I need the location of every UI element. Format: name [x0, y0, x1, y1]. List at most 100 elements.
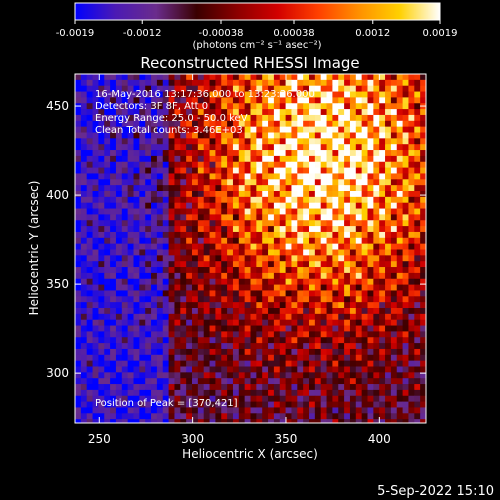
- heatmap-cell: [203, 278, 210, 285]
- heatmap-cell: [203, 378, 210, 385]
- heatmap-cell: [373, 378, 380, 385]
- heatmap-cell: [98, 249, 105, 256]
- heatmap-cell: [250, 220, 257, 227]
- heatmap-cell: [420, 196, 426, 204]
- heatmap-cell: [244, 191, 251, 198]
- heatmap-cell: [86, 179, 93, 186]
- heatmap-cell: [344, 91, 351, 98]
- heatmap-cell: [402, 395, 409, 402]
- heatmap-cell: [349, 120, 357, 128]
- heatmap-cell: [273, 202, 281, 209]
- heatmap-cell: [408, 79, 415, 87]
- heatmap-cell: [162, 173, 169, 180]
- heatmap-cell: [279, 360, 286, 367]
- heatmap-cell: [338, 302, 345, 309]
- heatmap-cell: [232, 74, 240, 81]
- heatmap-cell: [262, 337, 269, 344]
- heatmap-cell: [320, 413, 327, 420]
- heatmap-cell: [127, 290, 134, 297]
- heatmap-cell: [151, 79, 158, 87]
- heatmap-cell: [309, 384, 316, 391]
- heatmap-cell: [291, 126, 298, 133]
- heatmap-cell: [186, 109, 193, 116]
- heatmap-cell: [133, 185, 140, 192]
- heatmap-cell: [104, 337, 111, 344]
- heatmap-cell: [180, 114, 187, 122]
- heatmap-cell: [192, 401, 199, 408]
- heatmap-cell: [344, 384, 351, 391]
- x-axis-ticks: 250 300 350 400: [88, 74, 391, 446]
- heatmap-cell: [162, 366, 169, 373]
- heatmap-cell: [291, 114, 298, 122]
- heatmap-cell: [227, 372, 234, 379]
- heatmap-cell: [139, 331, 146, 338]
- heatmap-cell: [355, 413, 363, 420]
- heatmap-cell: [127, 296, 134, 303]
- heatmap-cell: [139, 343, 146, 350]
- heatmap-cell: [332, 144, 339, 151]
- heatmap-cell: [86, 109, 93, 116]
- heatmap-cell: [104, 360, 111, 367]
- heatmap-cell: [355, 138, 363, 145]
- heatmap-cell: [426, 109, 432, 115]
- heatmap-cell: [98, 155, 105, 163]
- heatmap-cell: [262, 167, 269, 174]
- heatmap-cell: [256, 214, 263, 221]
- heatmap-cell: [115, 302, 123, 309]
- heatmap-cell: [110, 360, 117, 367]
- heatmap-cell: [349, 331, 357, 338]
- heatmap-cell: [192, 378, 199, 385]
- heatmap-cell: [250, 319, 257, 326]
- heatmap-cell: [145, 401, 152, 408]
- heatmap-cell: [361, 325, 368, 332]
- heatmap-cell: [209, 413, 216, 420]
- heatmap-cell: [104, 348, 111, 356]
- heatmap-cell: [127, 372, 134, 379]
- heatmap-cell: [285, 208, 292, 215]
- heatmap-cell: [203, 372, 210, 379]
- heatmap-cell: [297, 401, 304, 408]
- heatmap-cell: [75, 284, 82, 291]
- heatmap-cell: [80, 97, 88, 104]
- heatmap-cell: [133, 419, 140, 423]
- heatmap-cell: [414, 150, 421, 157]
- heatmap-cell: [355, 249, 363, 256]
- heatmap-cell: [279, 114, 286, 122]
- heatmap-cell: [285, 85, 292, 92]
- heatmap-cell: [75, 231, 82, 239]
- heatmap-cell: [209, 161, 216, 168]
- heatmap-cell: [227, 173, 234, 180]
- heatmap-cell: [121, 214, 129, 221]
- heatmap-cell: [139, 267, 146, 274]
- heatmap-cell: [227, 395, 234, 402]
- heatmap-cell: [162, 360, 169, 367]
- heatmap-cell: [385, 313, 392, 321]
- heatmap-cell: [273, 173, 281, 180]
- heatmap-cell: [373, 413, 380, 420]
- heatmap-cell: [349, 255, 357, 262]
- heatmap-cell: [273, 407, 281, 414]
- heatmap-cell: [285, 226, 292, 233]
- heatmap-cell: [238, 103, 246, 110]
- heatmap-cell: [80, 272, 88, 280]
- heatmap-cell: [326, 138, 333, 145]
- heatmap-cell: [285, 337, 292, 344]
- heatmap-cell: [256, 231, 263, 239]
- heatmap-cell: [344, 85, 351, 92]
- heatmap-cell: [338, 366, 345, 373]
- heatmap-cell: [104, 173, 111, 180]
- heatmap-cell: [420, 214, 426, 221]
- heatmap-cell: [390, 226, 398, 233]
- heatmap-cell: [361, 360, 368, 367]
- heatmap-cell: [80, 302, 88, 309]
- heatmap-cell: [379, 308, 386, 315]
- heatmap-cell: [396, 313, 403, 321]
- heatmap-cell: [338, 337, 345, 344]
- heatmap-cell: [279, 290, 286, 297]
- heatmap-cell: [156, 196, 164, 204]
- heatmap-cell: [221, 378, 228, 385]
- heatmap-cell: [104, 155, 111, 163]
- heatmap-cell: [186, 144, 193, 151]
- heatmap-cell: [268, 220, 275, 227]
- heatmap-cell: [390, 126, 398, 133]
